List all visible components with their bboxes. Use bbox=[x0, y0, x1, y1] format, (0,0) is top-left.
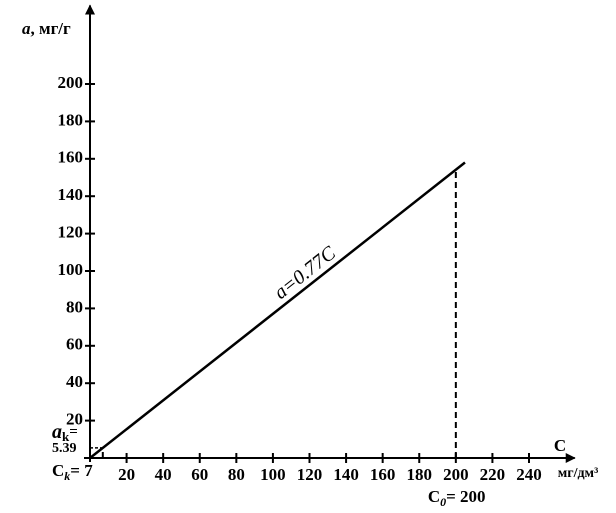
x-axis-unit: мг/дм³ bbox=[558, 466, 599, 481]
x-tick-label: 20 bbox=[118, 465, 135, 484]
y-tick-label: 200 bbox=[58, 73, 84, 92]
point-x-label: C0= 200 bbox=[428, 487, 486, 509]
x-tick-label: 140 bbox=[333, 465, 359, 484]
x-tick-label: 120 bbox=[297, 465, 323, 484]
point-y-value-label: 5.39 bbox=[52, 441, 77, 456]
y-tick-label: 20 bbox=[66, 410, 83, 429]
x-tick-label: 100 bbox=[260, 465, 286, 484]
y-tick-label: 140 bbox=[58, 185, 84, 204]
x-tick-label: 240 bbox=[516, 465, 542, 484]
point-x-label-symbol: C bbox=[428, 487, 440, 506]
y-tick-label: 80 bbox=[66, 297, 83, 316]
x-tick-label: 60 bbox=[191, 465, 208, 484]
point-y-label-symbol: a bbox=[52, 421, 62, 443]
x-tick-label: 220 bbox=[480, 465, 506, 484]
y-tick-label: 60 bbox=[66, 335, 83, 354]
y-tick-label: 120 bbox=[58, 223, 84, 242]
point-y-label: ak= bbox=[52, 421, 78, 444]
y-axis-label-unit: , мг/г bbox=[31, 19, 72, 38]
x-tick-label: 40 bbox=[155, 465, 172, 484]
point-x-label-rest: = 200 bbox=[446, 487, 485, 506]
y-tick-label: 100 bbox=[58, 260, 84, 279]
x-tick-label: 180 bbox=[407, 465, 433, 484]
point-x-label-symbol: C bbox=[52, 461, 64, 480]
y-tick-label: 180 bbox=[58, 110, 84, 129]
point-x-label-rest: = 7 bbox=[70, 461, 93, 480]
point-y-label-sub: k bbox=[62, 429, 70, 444]
point-x-label-sub: k bbox=[64, 469, 70, 483]
point-x-label: Ck= 7 bbox=[52, 461, 93, 483]
data-line bbox=[89, 161, 466, 459]
x-tick-label: 80 bbox=[228, 465, 245, 484]
y-tick-label: 40 bbox=[66, 372, 83, 391]
x-axis-label: C bbox=[554, 436, 566, 455]
point-y-label-rest: = bbox=[69, 424, 78, 440]
y-axis-label-symbol: a bbox=[22, 19, 31, 38]
y-tick-label: 160 bbox=[58, 148, 84, 167]
x-tick-label: 160 bbox=[370, 465, 396, 484]
equation-label: a=0.77C bbox=[270, 242, 341, 304]
y-axis-label: a, мг/г bbox=[22, 19, 71, 38]
x-tick-label: 200 bbox=[443, 465, 469, 484]
point-x-label-sub: 0 bbox=[440, 495, 446, 509]
